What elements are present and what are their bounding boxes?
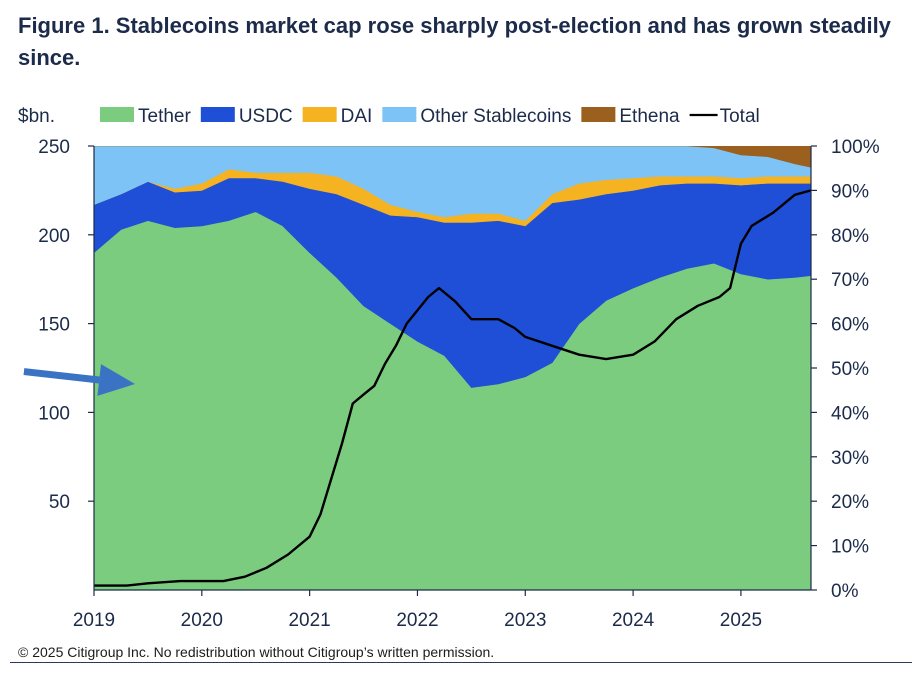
y-tick-right-label: 60% — [831, 315, 869, 336]
y-tick-right-label: 0% — [831, 581, 859, 602]
annotation-arrow-head — [97, 364, 135, 396]
x-tick-label: 2021 — [288, 610, 330, 631]
y-tick-right-label: 30% — [831, 448, 869, 469]
y-tick-right-label: 90% — [831, 181, 869, 202]
y-tick-left-label: 50 — [49, 492, 70, 513]
y-tick-right-label: 20% — [831, 492, 869, 513]
legend-swatch-ethena — [581, 107, 616, 122]
x-tick-label: 2024 — [612, 610, 655, 631]
x-tick-label: 2022 — [396, 610, 438, 631]
legend-label-tether: Tether — [138, 106, 191, 127]
total-line — [94, 189, 812, 587]
y-axis-label: $bn. — [18, 106, 55, 127]
x-tick-label: 2019 — [73, 610, 115, 631]
y-tick-right-label: 50% — [831, 359, 869, 380]
y-tick-left-label: 150 — [38, 315, 70, 336]
x-tick-label: 2020 — [181, 610, 223, 631]
legend: Tether USDC DAI Other Stablecoins Ethena Tota… — [100, 106, 760, 127]
y-tick-right-label: 80% — [831, 226, 869, 247]
copyright-notice: © 2025 Citigroup Inc. No redistribution … — [18, 644, 495, 660]
y-tick-right-label: 100% — [831, 137, 880, 158]
area-other-stablecoins — [94, 146, 811, 221]
y-tick-right-label: 10% — [831, 537, 869, 558]
y-tick-left-label: 100 — [38, 403, 70, 424]
stacked-areas — [94, 146, 811, 590]
y-tick-left-label: 200 — [38, 226, 70, 247]
y-tick-left-label: 250 — [38, 137, 70, 158]
legend-swatch-usdc — [200, 107, 235, 122]
y-tick-right-label: 40% — [831, 403, 869, 424]
legend-label-ethena: Ethena — [619, 106, 680, 127]
axes: 50 100 150 200 250 0% 10% 20% 30% 40% 50% 60% 70% 80%… — [38, 137, 879, 631]
annotation-group — [23, 364, 135, 396]
area-ethena — [94, 146, 811, 168]
legend-swatch-other-stablecoins — [382, 107, 417, 122]
total-line-group — [94, 189, 812, 587]
legend-label-other-stablecoins: Other Stablecoins — [420, 106, 571, 127]
y-tick-right-label: 70% — [831, 270, 869, 291]
legend-label-usdc: USDC — [239, 106, 293, 127]
legend-swatch-dai — [302, 107, 337, 122]
legend-swatch-tether — [100, 107, 134, 122]
legend-label-total: Total — [720, 106, 760, 127]
chart-title: Figure 1. Stablecoins market cap rose sh… — [18, 13, 891, 70]
x-tick-label: 2023 — [504, 610, 546, 631]
annotation-arrow-shaft — [23, 368, 100, 384]
legend-label-dai: DAI — [341, 106, 373, 127]
x-tick-label: 2025 — [720, 610, 762, 631]
footer-divider — [10, 662, 912, 663]
